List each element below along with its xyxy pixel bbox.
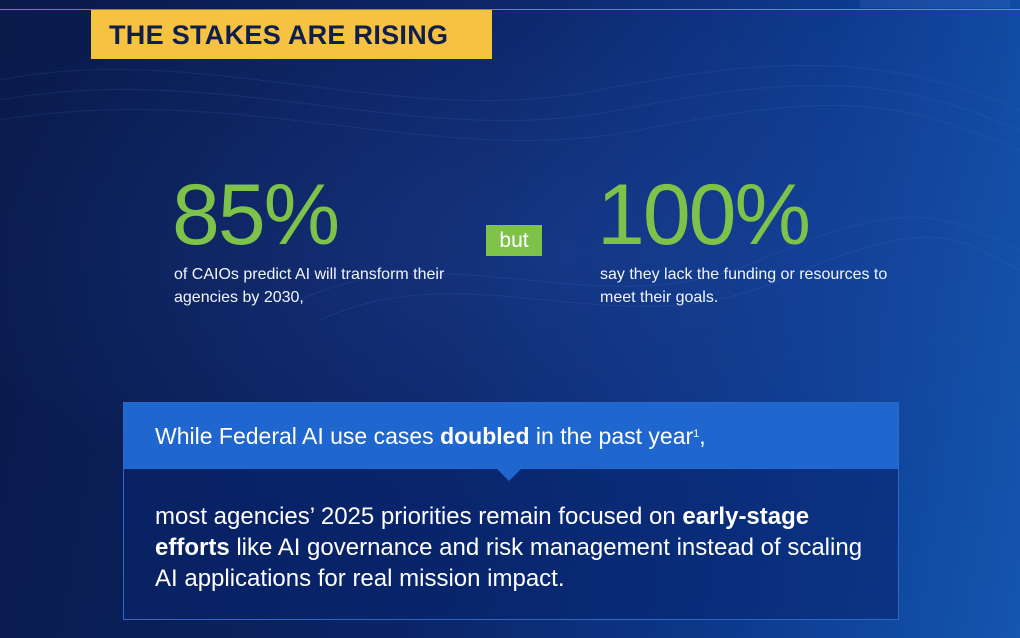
top-rule bbox=[0, 9, 1020, 10]
stat-description-left: of CAIOs predict AI will transform their… bbox=[174, 266, 445, 306]
stat-description-right: say they lack the funding or resources t… bbox=[600, 266, 888, 306]
headline-text-start: While Federal AI use cases bbox=[155, 423, 441, 449]
connector-badge: but bbox=[486, 225, 542, 256]
headline-text-end: in the past year bbox=[529, 423, 694, 449]
section-banner: THE STAKES ARE RISING bbox=[91, 10, 492, 59]
footnote-marker: 1 bbox=[693, 428, 700, 440]
callout-box: While Federal AI use cases doubled in th… bbox=[123, 402, 899, 620]
callout-headline: While Federal AI use cases doubled in th… bbox=[155, 420, 706, 452]
headline-emphasis: doubled bbox=[440, 423, 530, 449]
callout-pointer bbox=[497, 469, 521, 481]
stat-value-left: 85% bbox=[172, 167, 340, 263]
body-text-end: like AI governance and risk management i… bbox=[155, 534, 863, 592]
stat-value-right: 100% bbox=[597, 167, 811, 263]
headline-comma: , bbox=[699, 423, 706, 449]
callout-header: While Federal AI use cases doubled in th… bbox=[124, 403, 898, 469]
body-text-start: most agencies’ 2025 priorities remain fo… bbox=[155, 503, 683, 530]
body-emphasis: early-stage efforts bbox=[155, 503, 810, 561]
banner-title: THE STAKES ARE RISING bbox=[109, 20, 449, 50]
callout-body: most agencies’ 2025 priorities remain fo… bbox=[155, 501, 875, 594]
